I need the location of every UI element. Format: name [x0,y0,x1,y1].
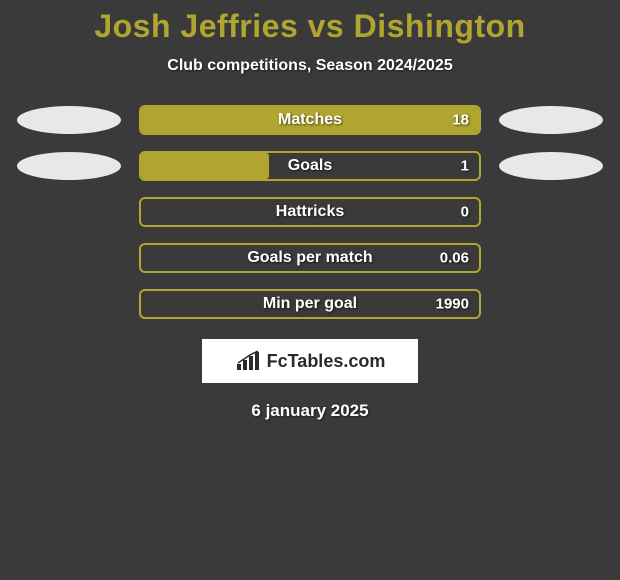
left-ellipse [17,244,121,272]
stat-row: Min per goal 1990 [0,289,620,319]
right-ellipse [499,290,603,318]
stat-bar: Min per goal 1990 [139,289,481,319]
stat-bar: Goals per match 0.06 [139,243,481,273]
stat-row: Matches 18 [0,105,620,135]
stat-label: Hattricks [276,203,344,221]
stat-value: 1 [461,158,469,175]
left-ellipse [17,198,121,226]
stat-bar: Matches 18 [139,105,481,135]
right-ellipse [499,198,603,226]
stat-row: Hattricks 0 [0,197,620,227]
stat-row: Goals per match 0.06 [0,243,620,273]
page-title: Josh Jeffries vs Dishington [0,8,620,45]
stat-label: Matches [278,111,342,129]
date-label: 6 january 2025 [0,401,620,421]
right-ellipse [499,152,603,180]
logo-text: FcTables.com [267,351,386,372]
logo: FcTables.com [235,350,386,372]
stat-bar: Hattricks 0 [139,197,481,227]
comparison-card: Josh Jeffries vs Dishington Club competi… [0,0,620,421]
stat-label: Min per goal [263,295,357,313]
stat-value: 0 [461,204,469,221]
subtitle: Club competitions, Season 2024/2025 [0,57,620,75]
left-ellipse [17,290,121,318]
bars-icon [235,350,261,372]
right-ellipse [499,106,603,134]
left-ellipse [17,152,121,180]
stat-bar: Goals 1 [139,151,481,181]
left-ellipse [17,106,121,134]
stats-rows: Matches 18 Goals 1 Hattricks 0 Goals per match… [0,105,620,319]
stat-bar-fill [141,153,269,179]
stat-label: Goals per match [247,249,372,267]
stat-value: 0.06 [440,250,469,267]
logo-box: FcTables.com [202,339,418,383]
stat-value: 1990 [436,296,469,313]
stat-row: Goals 1 [0,151,620,181]
right-ellipse [499,244,603,272]
stat-label: Goals [288,157,332,175]
stat-value: 18 [452,112,469,129]
